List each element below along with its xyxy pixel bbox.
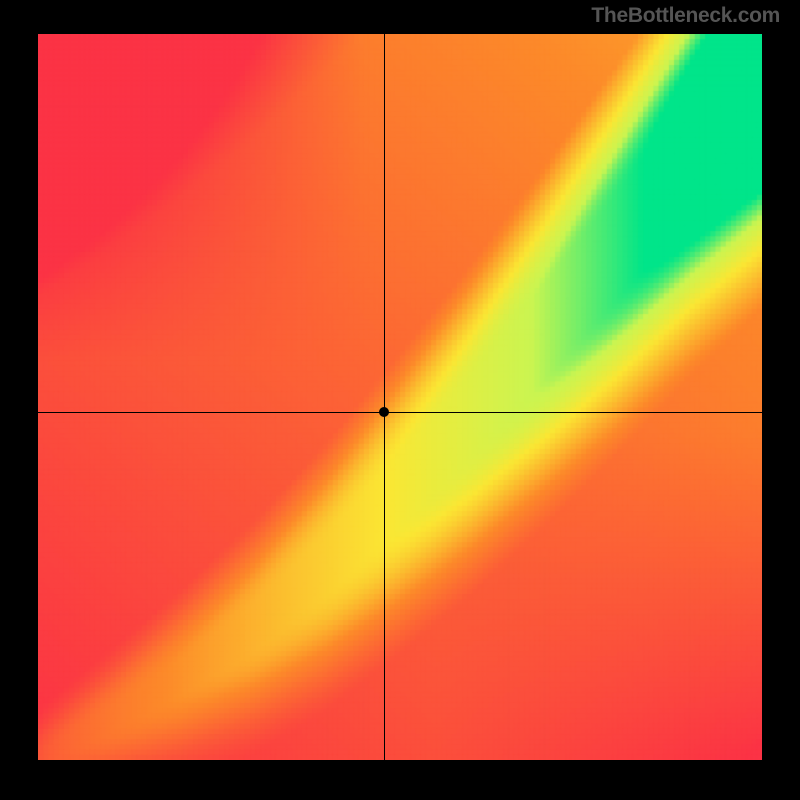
heatmap-canvas bbox=[38, 34, 762, 760]
crosshair-vertical bbox=[384, 34, 385, 760]
heatmap-plot bbox=[38, 34, 762, 760]
watermark-text: TheBottleneck.com bbox=[591, 4, 780, 28]
crosshair-horizontal bbox=[38, 412, 762, 413]
crosshair-marker bbox=[379, 407, 389, 417]
chart-container: TheBottleneck.com bbox=[0, 0, 800, 800]
